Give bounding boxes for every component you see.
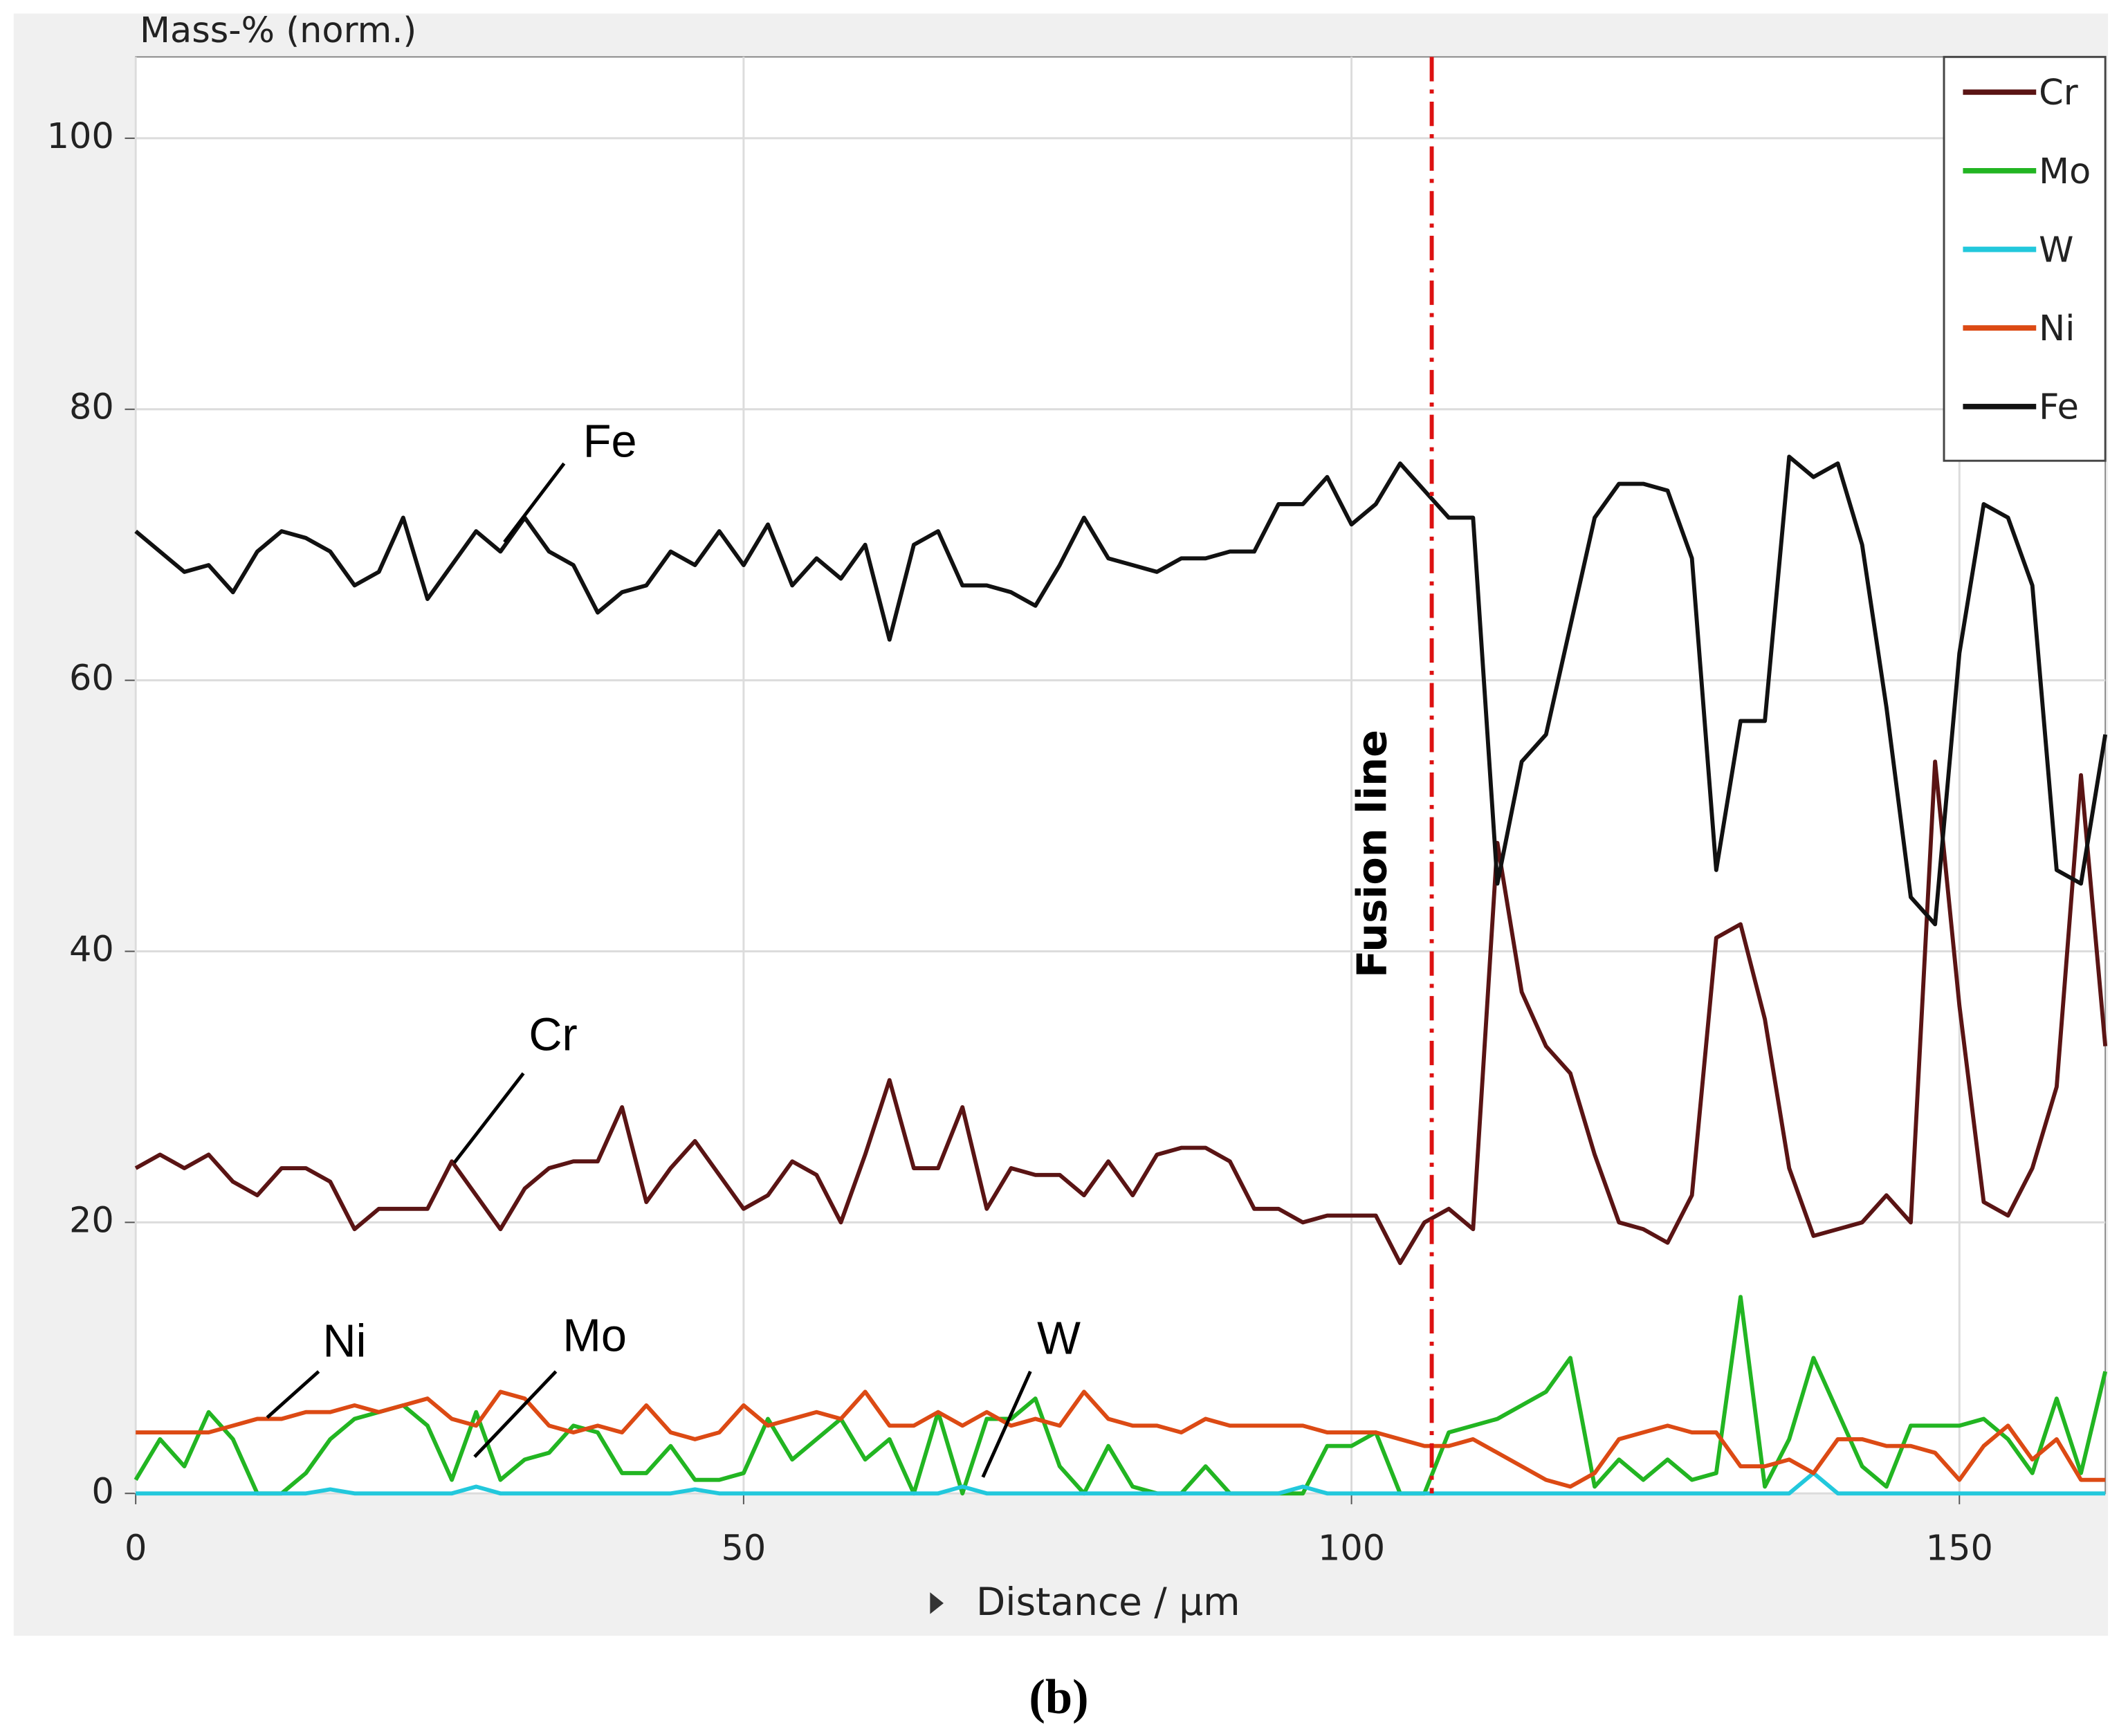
series-line	[136, 1389, 2106, 1489]
x-tick-label: 50	[721, 1529, 766, 1569]
y-tick-label: 20	[69, 1200, 114, 1241]
x-tick-label: 150	[1926, 1529, 1993, 1569]
legend-label: Cr	[2039, 73, 2078, 113]
annotation-leader	[981, 1370, 1032, 1478]
annotation-leader	[503, 462, 566, 544]
legend-label: Fe	[2039, 387, 2079, 428]
series-line	[134, 759, 2108, 1266]
series-line	[134, 454, 2108, 927]
annotation-leader	[452, 1072, 525, 1164]
annotation: Ni	[323, 1315, 367, 1367]
x-tick-label: 0	[125, 1529, 147, 1569]
annotation: Fe	[583, 416, 637, 467]
x-tick-label: 100	[1318, 1529, 1385, 1569]
caption: (b)	[1029, 1670, 1088, 1724]
plot-area	[135, 56, 2107, 1495]
y-tick-label: 80	[69, 387, 114, 428]
annotation-leader	[473, 1370, 558, 1459]
annotation-leader	[266, 1370, 320, 1419]
y-tick-label: 60	[69, 658, 114, 699]
x-axis-label: Distance / µm	[976, 1580, 1240, 1624]
y-tick-label: 0	[91, 1471, 113, 1512]
y-tick-label: 40	[69, 930, 114, 970]
y-tick-label: 100	[47, 116, 114, 157]
legend-label: Mo	[2039, 151, 2091, 192]
annotation: Cr	[529, 1009, 577, 1060]
fusion-line-label: Fusion line	[1348, 730, 1395, 978]
legend-label: Ni	[2039, 308, 2075, 349]
annotation: W	[1037, 1313, 1081, 1364]
series-line	[136, 1470, 2106, 1496]
legend-label: W	[2039, 230, 2073, 270]
legend-box	[1943, 55, 2107, 462]
y-axis-label: Mass-% (norm.)	[140, 10, 416, 51]
expander-icon[interactable]	[930, 1592, 944, 1614]
annotation: Mo	[562, 1310, 627, 1361]
